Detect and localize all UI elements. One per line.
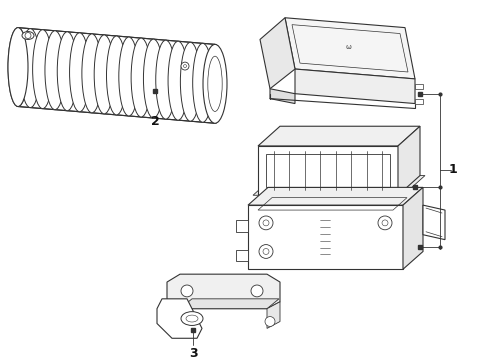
Polygon shape xyxy=(285,18,415,79)
Ellipse shape xyxy=(131,38,151,117)
Polygon shape xyxy=(167,274,280,309)
Polygon shape xyxy=(258,146,398,195)
FancyBboxPatch shape xyxy=(415,99,423,104)
Ellipse shape xyxy=(168,41,188,120)
Ellipse shape xyxy=(20,29,40,108)
Circle shape xyxy=(259,244,273,258)
Ellipse shape xyxy=(181,312,203,325)
Ellipse shape xyxy=(57,32,77,111)
Circle shape xyxy=(378,216,392,230)
Polygon shape xyxy=(157,299,202,338)
Polygon shape xyxy=(267,302,280,328)
Polygon shape xyxy=(398,126,420,195)
Polygon shape xyxy=(253,176,425,195)
Text: 1: 1 xyxy=(449,163,457,176)
Text: ω: ω xyxy=(345,44,351,50)
Circle shape xyxy=(259,216,273,230)
Circle shape xyxy=(382,220,388,226)
Ellipse shape xyxy=(82,34,102,113)
Polygon shape xyxy=(258,126,420,146)
Circle shape xyxy=(265,316,275,327)
Ellipse shape xyxy=(156,40,176,119)
Circle shape xyxy=(181,285,193,297)
Polygon shape xyxy=(295,69,415,104)
Polygon shape xyxy=(403,188,423,269)
Polygon shape xyxy=(423,205,445,240)
Ellipse shape xyxy=(22,32,34,40)
Ellipse shape xyxy=(180,42,200,121)
Circle shape xyxy=(263,248,269,255)
Ellipse shape xyxy=(45,31,65,110)
Polygon shape xyxy=(236,249,248,261)
Ellipse shape xyxy=(94,35,114,114)
Circle shape xyxy=(183,64,187,68)
Text: 3: 3 xyxy=(189,347,197,360)
Circle shape xyxy=(181,62,189,70)
Polygon shape xyxy=(260,18,295,89)
Ellipse shape xyxy=(70,33,90,112)
Ellipse shape xyxy=(193,43,213,122)
Ellipse shape xyxy=(144,39,164,118)
Ellipse shape xyxy=(205,44,225,123)
Polygon shape xyxy=(18,28,215,123)
Polygon shape xyxy=(270,89,295,104)
FancyBboxPatch shape xyxy=(415,84,423,89)
Circle shape xyxy=(251,285,263,297)
Ellipse shape xyxy=(119,37,139,116)
Ellipse shape xyxy=(8,28,28,107)
Circle shape xyxy=(263,220,269,226)
Ellipse shape xyxy=(203,44,227,123)
Polygon shape xyxy=(236,220,248,232)
Polygon shape xyxy=(180,299,279,309)
Polygon shape xyxy=(248,205,403,269)
Ellipse shape xyxy=(186,315,198,322)
Polygon shape xyxy=(248,188,423,205)
Ellipse shape xyxy=(33,30,52,109)
Circle shape xyxy=(25,32,31,39)
Ellipse shape xyxy=(208,56,222,112)
Ellipse shape xyxy=(8,28,28,107)
Text: 2: 2 xyxy=(150,115,159,128)
Ellipse shape xyxy=(106,36,126,115)
